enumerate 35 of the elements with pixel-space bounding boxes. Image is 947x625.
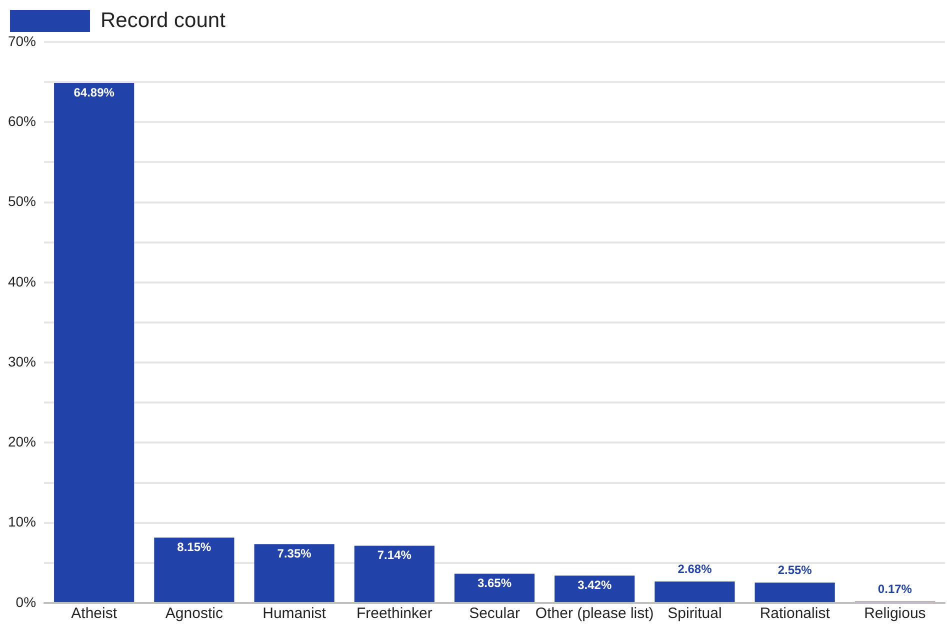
x-tick-label: Agnostic [165,605,224,622]
y-tick-label: 20% [8,434,36,450]
data-label: 64.89% [74,85,115,100]
data-label: 7.14% [377,548,412,562]
x-tick-label: Secular [469,605,520,622]
y-tick-label: 0% [16,594,36,610]
x-tick-label: Humanist [262,605,327,622]
y-tick-label: 60% [8,113,36,129]
data-label: 3.42% [578,578,612,592]
bar [454,574,535,602]
y-tick-label: 30% [8,353,36,370]
bar [254,544,334,602]
data-label: 7.35% [277,546,312,560]
x-tick-label: Religious [864,605,926,622]
data-label: 2.68% [678,562,712,576]
y-tick-label: 40% [8,273,36,290]
data-label: 8.15% [177,540,212,554]
x-tick-label: Atheist [71,605,118,622]
bar [154,538,234,602]
bar [354,546,434,602]
x-tick-label: Other (please list) [535,605,654,622]
y-tick-label: 50% [8,193,36,210]
y-tick-label: 10% [8,514,36,530]
y-tick-label: 70% [8,32,36,49]
bar [754,582,835,602]
data-label: 2.55% [778,562,812,577]
x-tick-label: Spiritual [668,605,722,622]
bar [654,582,735,602]
data-label: 0.17% [878,582,912,596]
x-tick-label: Rationalist [760,605,831,622]
data-label: 3.65% [477,576,512,590]
bar [554,576,635,602]
legend-label: Record count [100,8,226,32]
x-tick-label: Freethinker [356,605,432,622]
bar [54,82,134,602]
